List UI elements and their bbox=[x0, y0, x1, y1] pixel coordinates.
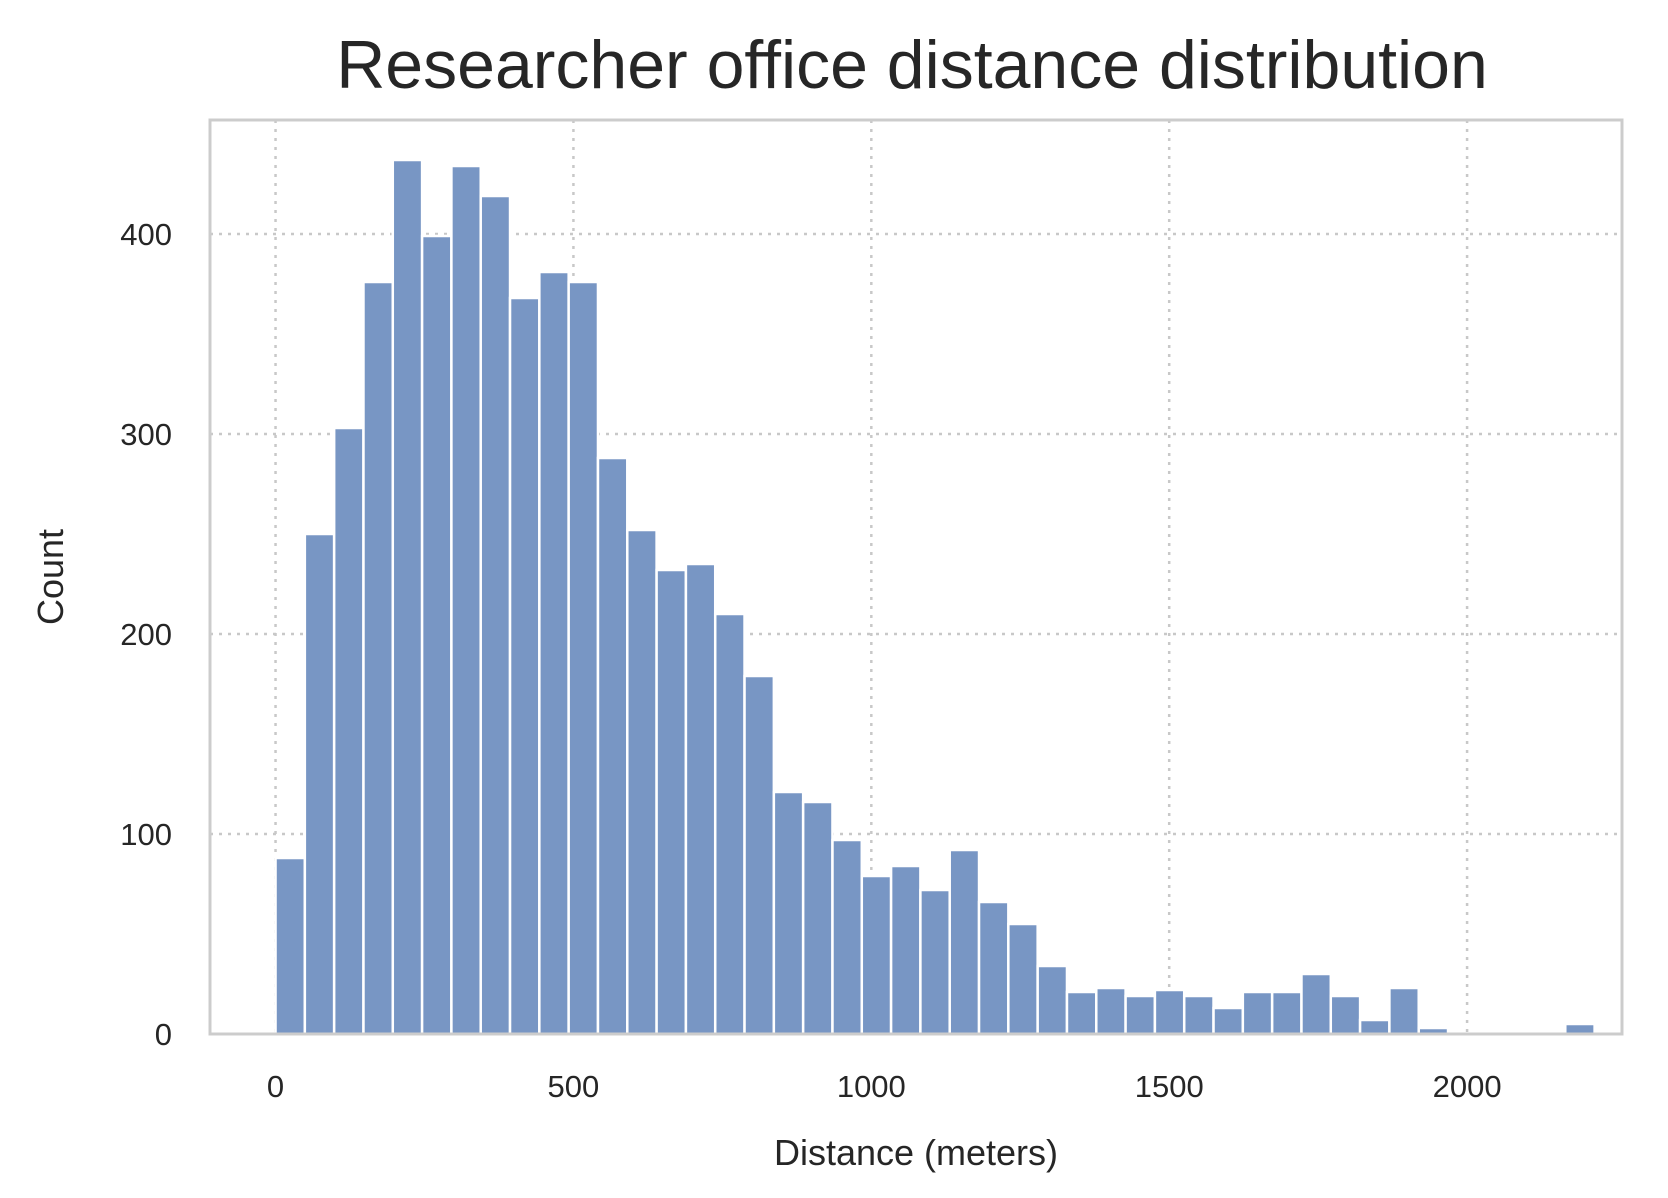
histogram-bar bbox=[1358, 1018, 1391, 1036]
histogram-bar bbox=[919, 888, 951, 1036]
histogram-bar bbox=[1300, 972, 1333, 1036]
y-axis-label: Count bbox=[30, 529, 71, 625]
histogram-bar bbox=[1270, 990, 1303, 1036]
histogram-bar bbox=[713, 612, 746, 1036]
histogram-bar bbox=[479, 194, 512, 1036]
histogram-bar bbox=[1388, 986, 1420, 1036]
histogram-bar bbox=[567, 280, 600, 1036]
plot-frame bbox=[208, 118, 1624, 1036]
x-tick-label: 1000 bbox=[837, 1069, 906, 1104]
x-tick-label: 2000 bbox=[1433, 1069, 1502, 1104]
histogram-bar bbox=[362, 280, 395, 1036]
histogram-bar bbox=[948, 848, 981, 1036]
histogram-bar bbox=[1212, 1006, 1245, 1036]
x-axis-label: Distance (meters) bbox=[774, 1132, 1058, 1173]
histogram-bar bbox=[1036, 964, 1069, 1036]
histogram-bar bbox=[1182, 994, 1215, 1036]
histogram-bar bbox=[626, 528, 658, 1036]
histogram-bar bbox=[420, 234, 453, 1036]
histogram-bar bbox=[977, 900, 1010, 1036]
histogram-bar bbox=[801, 800, 834, 1036]
histogram-bar bbox=[1241, 990, 1274, 1036]
y-tick-label: 100 bbox=[120, 817, 172, 852]
y-tick-label: 200 bbox=[120, 617, 172, 652]
histogram-bar bbox=[332, 426, 365, 1036]
histogram-bar bbox=[538, 270, 570, 1036]
histogram-bar bbox=[450, 164, 482, 1036]
histogram-bar bbox=[1329, 994, 1362, 1036]
histogram-bar bbox=[1124, 994, 1157, 1036]
y-tick-label: 0 bbox=[155, 1017, 172, 1052]
histogram-bar bbox=[655, 568, 688, 1036]
histogram-bar bbox=[743, 674, 776, 1036]
x-tick-labels: 0 500 1000 1500 2000 bbox=[267, 1069, 1502, 1104]
histogram-bar bbox=[889, 864, 922, 1036]
histogram-bar bbox=[684, 562, 717, 1036]
x-tick-label: 500 bbox=[548, 1069, 600, 1104]
y-tick-labels: 0 100 200 300 400 bbox=[120, 217, 172, 1052]
histogram-bar bbox=[860, 874, 893, 1036]
x-tick-label: 0 bbox=[267, 1069, 284, 1104]
histogram-bar bbox=[274, 856, 307, 1036]
y-tick-label: 400 bbox=[120, 217, 172, 252]
histogram-bar bbox=[1065, 990, 1098, 1036]
histogram-bar bbox=[772, 790, 805, 1036]
chart-title: Researcher office distance distribution bbox=[336, 27, 1488, 103]
histogram-bar bbox=[303, 532, 336, 1036]
histogram-bar bbox=[1095, 986, 1127, 1036]
x-tick-label: 1500 bbox=[1135, 1069, 1204, 1104]
bars bbox=[274, 158, 1596, 1036]
histogram-bar bbox=[1153, 988, 1186, 1036]
histogram-bar bbox=[508, 296, 541, 1036]
histogram-bar bbox=[831, 838, 864, 1036]
histogram-bar bbox=[391, 158, 424, 1036]
histogram-bar bbox=[596, 456, 629, 1036]
y-tick-label: 300 bbox=[120, 417, 172, 452]
histogram-bar bbox=[1007, 922, 1039, 1036]
